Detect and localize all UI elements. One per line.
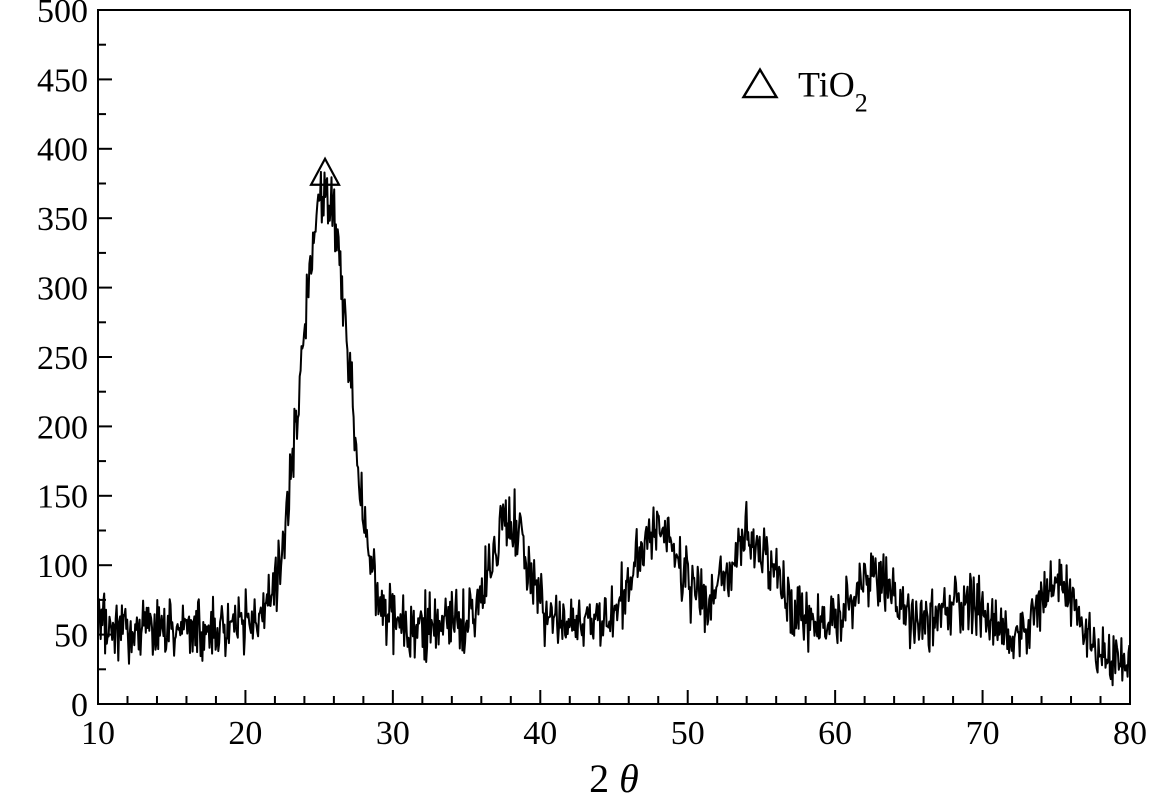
y-tick-label: 350	[37, 201, 88, 238]
y-tick-label: 500	[37, 0, 88, 30]
legend: TiO2	[744, 65, 868, 118]
y-tick-label: 0	[71, 687, 88, 724]
x-tick-label: 30	[376, 715, 410, 752]
y-tick-label: 100	[37, 548, 88, 585]
x-tick-label: 70	[966, 715, 1000, 752]
x-tick-label: 20	[228, 715, 262, 752]
chart-svg: 10203040506070802 θ050100150200250300350…	[0, 0, 1149, 802]
x-tick-label: 60	[818, 715, 852, 752]
x-tick-label: 50	[671, 715, 705, 752]
y-tick-label: 150	[37, 479, 88, 516]
y-tick-label: 300	[37, 271, 88, 308]
y-tick-label: 50	[54, 618, 88, 655]
svg-text:2 θ: 2 θ	[589, 756, 639, 801]
legend-triangle-icon	[744, 70, 777, 98]
y-tick-label: 400	[37, 132, 88, 169]
y-tick-label: 250	[37, 340, 88, 377]
x-tick-label: 80	[1113, 715, 1147, 752]
legend-label: TiO2	[798, 65, 868, 118]
xrd-chart: 10203040506070802 θ050100150200250300350…	[0, 0, 1149, 802]
y-tick-label: 450	[37, 62, 88, 99]
y-tick-label: 200	[37, 409, 88, 446]
xrd-pattern	[98, 172, 1129, 685]
x-axis-title: 2 θ	[589, 756, 639, 801]
x-tick-label: 40	[523, 715, 557, 752]
